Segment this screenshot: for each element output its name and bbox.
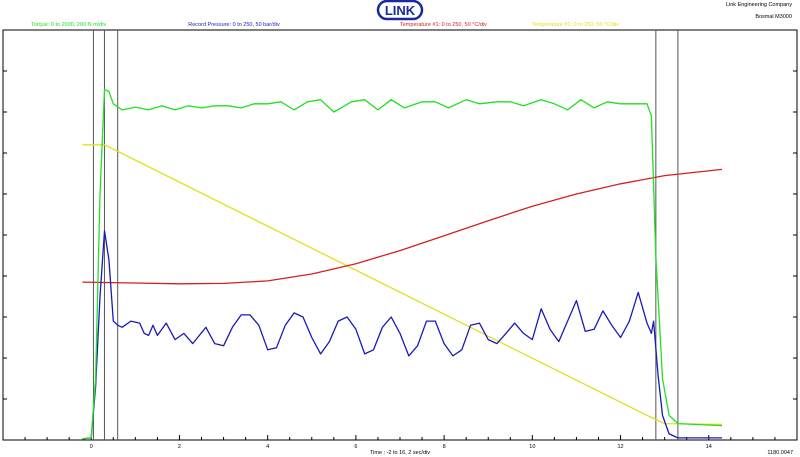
x-tick-label: 8: [443, 444, 446, 450]
x-tick-label: 0: [90, 444, 93, 450]
company-name: Link Engineering Company: [726, 2, 792, 8]
legend-entry: Temperature #1: 0 to 250, 50 °C/div: [400, 22, 487, 28]
cursor-lines: [92, 30, 679, 440]
x-tick-label: 2: [178, 444, 181, 450]
x-axis-label: Time : -2 to 16, 2 sec/div: [370, 450, 430, 456]
series-line-2: [82, 230, 722, 440]
series-line-1: [82, 88, 723, 440]
legend-entry: Temperature #2: 0 to 250, 50 °C/div: [532, 22, 619, 28]
series-line-3: [82, 168, 723, 285]
chart-id: 1180.0047: [767, 450, 793, 456]
x-tick-label: 12: [617, 444, 623, 450]
series-group: [82, 88, 723, 440]
header: LINK Link Engineering Company Bosmal M30…: [376, 0, 792, 21]
x-axis: 0 2 4 6 8 10 12 14: [2, 435, 798, 450]
legend-entry: Record Pressure: 0 to 250, 50 bar/div: [188, 22, 280, 28]
legend: Torque: 0 to 2000, 200 N m/div Record Pre…: [31, 22, 619, 28]
x-tick-label: 4: [266, 444, 269, 450]
legend-entry: Torque: 0 to 2000, 200 N m/div: [31, 22, 106, 28]
y-axis: [3, 70, 797, 400]
series-line-4: [82, 144, 723, 426]
x-tick-label: 10: [529, 444, 535, 450]
logo-text: LINK: [385, 3, 416, 18]
logo-badge: [376, 0, 424, 21]
x-tick-label: 6: [354, 444, 357, 450]
machine-name: Bosmal M3000: [755, 14, 792, 20]
x-tick-label: 14: [706, 444, 712, 450]
